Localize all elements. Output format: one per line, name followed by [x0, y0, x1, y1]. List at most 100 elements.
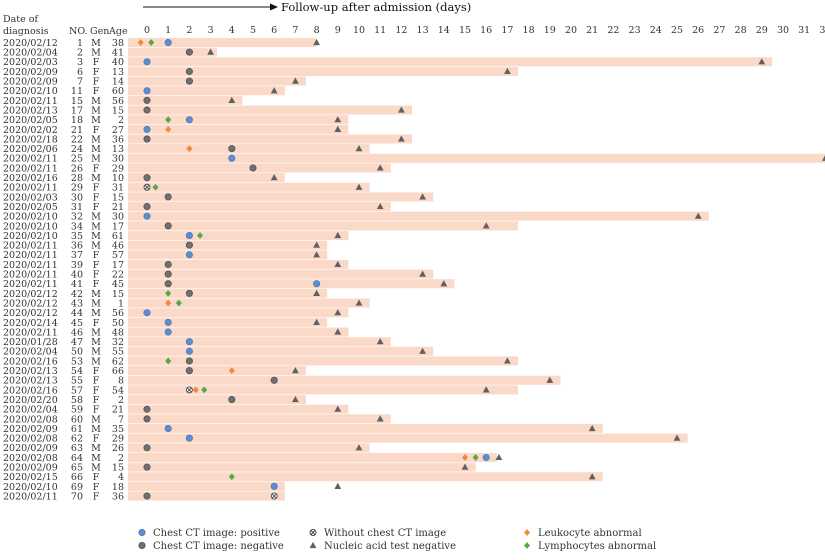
- ct-neg-marker: [143, 405, 151, 413]
- cell-no: 44: [71, 308, 83, 319]
- x-tick-label: 10: [353, 25, 365, 36]
- cell-gen: F: [93, 260, 100, 271]
- ct-neg-marker: [185, 77, 193, 85]
- lympho-marker: [152, 183, 159, 191]
- cell-gen: M: [91, 424, 101, 435]
- cell-age: 46: [112, 241, 124, 252]
- patient-bar: [128, 366, 306, 376]
- cell-no: 7: [77, 77, 83, 88]
- header-gen: Gen: [90, 26, 109, 37]
- table-row: 2020/02/09 63 M 26: [3, 443, 124, 454]
- ct-pos-marker: [164, 318, 172, 326]
- lympho-marker: [524, 542, 530, 549]
- x-tick-label: 19: [544, 25, 556, 36]
- ct-neg-marker: [143, 492, 151, 500]
- patient-bar: [128, 279, 455, 289]
- x-tick-label: 13: [417, 25, 429, 36]
- nat-neg-marker: [228, 96, 236, 103]
- table-row: 2020/02/12 1 M 38: [3, 38, 124, 49]
- cell-date: 2020/02/02: [3, 125, 58, 136]
- cell-gen: F: [93, 202, 100, 213]
- patient-bar: [128, 414, 391, 424]
- header-date-line2: diagnosis: [3, 26, 49, 37]
- cell-age: 21: [112, 202, 124, 213]
- nat-neg-marker: [588, 424, 596, 432]
- legend-item: Nucleic acid test negative: [309, 541, 456, 552]
- cell-no: 64: [71, 453, 83, 464]
- cell-date: 2020/02/13: [3, 376, 58, 387]
- legend-label: Without chest CT image: [324, 528, 446, 539]
- cell-age: 29: [112, 163, 124, 174]
- ct-neg-marker: [228, 396, 236, 404]
- cell-date: 2020/02/11: [3, 327, 58, 338]
- cell-no: 55: [71, 376, 83, 387]
- ct-pos-marker: [185, 434, 193, 442]
- patient-bar: [128, 105, 412, 115]
- patient-bar: [128, 433, 688, 443]
- nat-neg-marker: [309, 541, 317, 549]
- no-ct-marker: [309, 529, 317, 536]
- nat-neg-marker: [334, 482, 342, 489]
- lympho-marker: [472, 454, 479, 461]
- cell-age: 29: [112, 434, 124, 445]
- leuko-marker: [228, 367, 235, 374]
- ct-pos-marker: [482, 453, 490, 461]
- nat-neg-marker: [334, 125, 342, 132]
- cell-age: 14: [112, 77, 124, 88]
- patient-bar: [128, 47, 217, 57]
- patient-bar: [128, 76, 306, 86]
- cell-date: 2020/02/11: [3, 260, 58, 271]
- ct-pos-marker: [143, 212, 151, 220]
- cell-age: 48: [112, 327, 124, 338]
- legend-item: Chest CT image: positive: [138, 528, 280, 539]
- cell-date: 2020/02/10: [3, 86, 58, 97]
- cell-no: 18: [71, 115, 83, 126]
- table-row: 2020/02/11 36 M 46: [3, 241, 124, 252]
- cell-date: 2020/02/05: [3, 202, 58, 213]
- lympho-marker: [165, 357, 172, 365]
- cell-gen: F: [93, 385, 100, 396]
- cell-no: 31: [71, 202, 83, 213]
- cell-date: 2020/02/08: [3, 414, 58, 425]
- patient-bar: [128, 163, 391, 173]
- table-row: 2020/02/11 39 F 17: [3, 260, 124, 271]
- cell-age: 54: [112, 385, 124, 396]
- x-tick-label: 5: [250, 25, 256, 36]
- table-row: 2020/02/10 32 M 30: [3, 212, 124, 223]
- patient-bar: [128, 259, 349, 269]
- nat-neg-marker: [292, 395, 299, 403]
- cell-gen: M: [91, 134, 101, 145]
- cell-date: 2020/02/10: [3, 231, 58, 242]
- cell-date: 2020/02/09: [3, 463, 58, 474]
- cell-age: 7: [118, 414, 124, 425]
- cell-date: 2020/02/09: [3, 67, 58, 78]
- ct-neg-marker: [185, 241, 193, 249]
- cell-date: 2020/02/09: [3, 77, 58, 88]
- x-axis-ticks: 0 1 2 3 4 5 6 7 8 9 10 11 12 13 14 15 16 17 18 19 20 21 22 23 24…: [144, 25, 825, 36]
- lympho-marker: [201, 386, 208, 394]
- ct-neg-marker: [164, 280, 172, 288]
- cell-date: 2020/02/03: [3, 192, 58, 203]
- no-ct-marker: [185, 386, 193, 394]
- nat-neg-marker: [313, 38, 320, 46]
- cell-date: 2020/02/04: [3, 405, 58, 416]
- x-tick-label: 25: [671, 25, 683, 36]
- nat-neg-marker: [376, 202, 384, 210]
- ct-neg-marker: [270, 376, 278, 384]
- table-row: 2020/02/13 17 M 15: [3, 105, 124, 116]
- ct-neg-marker: [164, 222, 172, 230]
- table-row: 2020/02/15 66 F 4: [3, 472, 124, 483]
- leuko-marker: [137, 39, 144, 46]
- cell-age: 15: [112, 105, 124, 116]
- ct-pos-marker: [185, 116, 193, 124]
- nat-neg-marker: [355, 444, 363, 451]
- x-tick-label: 9: [335, 25, 341, 36]
- cell-date: 2020/02/11: [3, 491, 58, 502]
- cell-no: 46: [71, 327, 83, 338]
- cell-no: 36: [71, 241, 83, 252]
- cell-date: 2020/02/16: [3, 173, 58, 184]
- legend-label: Leukocyte abnormal: [538, 528, 642, 539]
- patient-bar: [128, 66, 518, 76]
- table-row: 2020/02/11 29 F 31: [3, 183, 124, 194]
- ct-pos-marker: [143, 87, 151, 95]
